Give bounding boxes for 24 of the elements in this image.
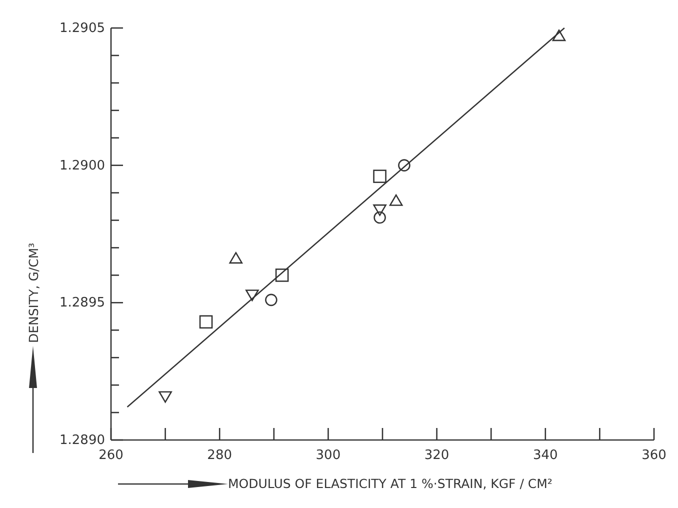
- x-tick-label: 280: [207, 448, 232, 463]
- y-tick-label: 1.2895: [60, 296, 105, 311]
- point: [398, 159, 410, 172]
- y-axis-title: DENSITY, G/CM³: [26, 242, 41, 343]
- point: [373, 170, 386, 183]
- point: [552, 30, 566, 42]
- x-axis-title: MODULUS OF ELASTICITY AT 1 %·STRAIN, KGF / CM²: [228, 476, 552, 491]
- point: [246, 290, 259, 302]
- point: [158, 391, 172, 403]
- point: [389, 194, 403, 206]
- point: [374, 211, 386, 224]
- x-tick-label: 260: [98, 448, 124, 463]
- y-tick-label: 1.2905: [60, 21, 105, 36]
- y-tick-label: 1.2890: [60, 433, 105, 448]
- x-tick-label: 300: [316, 448, 341, 463]
- point: [373, 204, 386, 216]
- point: [275, 268, 289, 282]
- y-tick-label: 1.2900: [60, 158, 105, 174]
- x-tick-label: 340: [532, 448, 558, 463]
- point: [265, 294, 278, 306]
- point: [199, 315, 213, 329]
- x-tick-label: 320: [424, 448, 450, 463]
- x-tick-label: 360: [642, 448, 666, 463]
- point: [229, 252, 243, 264]
